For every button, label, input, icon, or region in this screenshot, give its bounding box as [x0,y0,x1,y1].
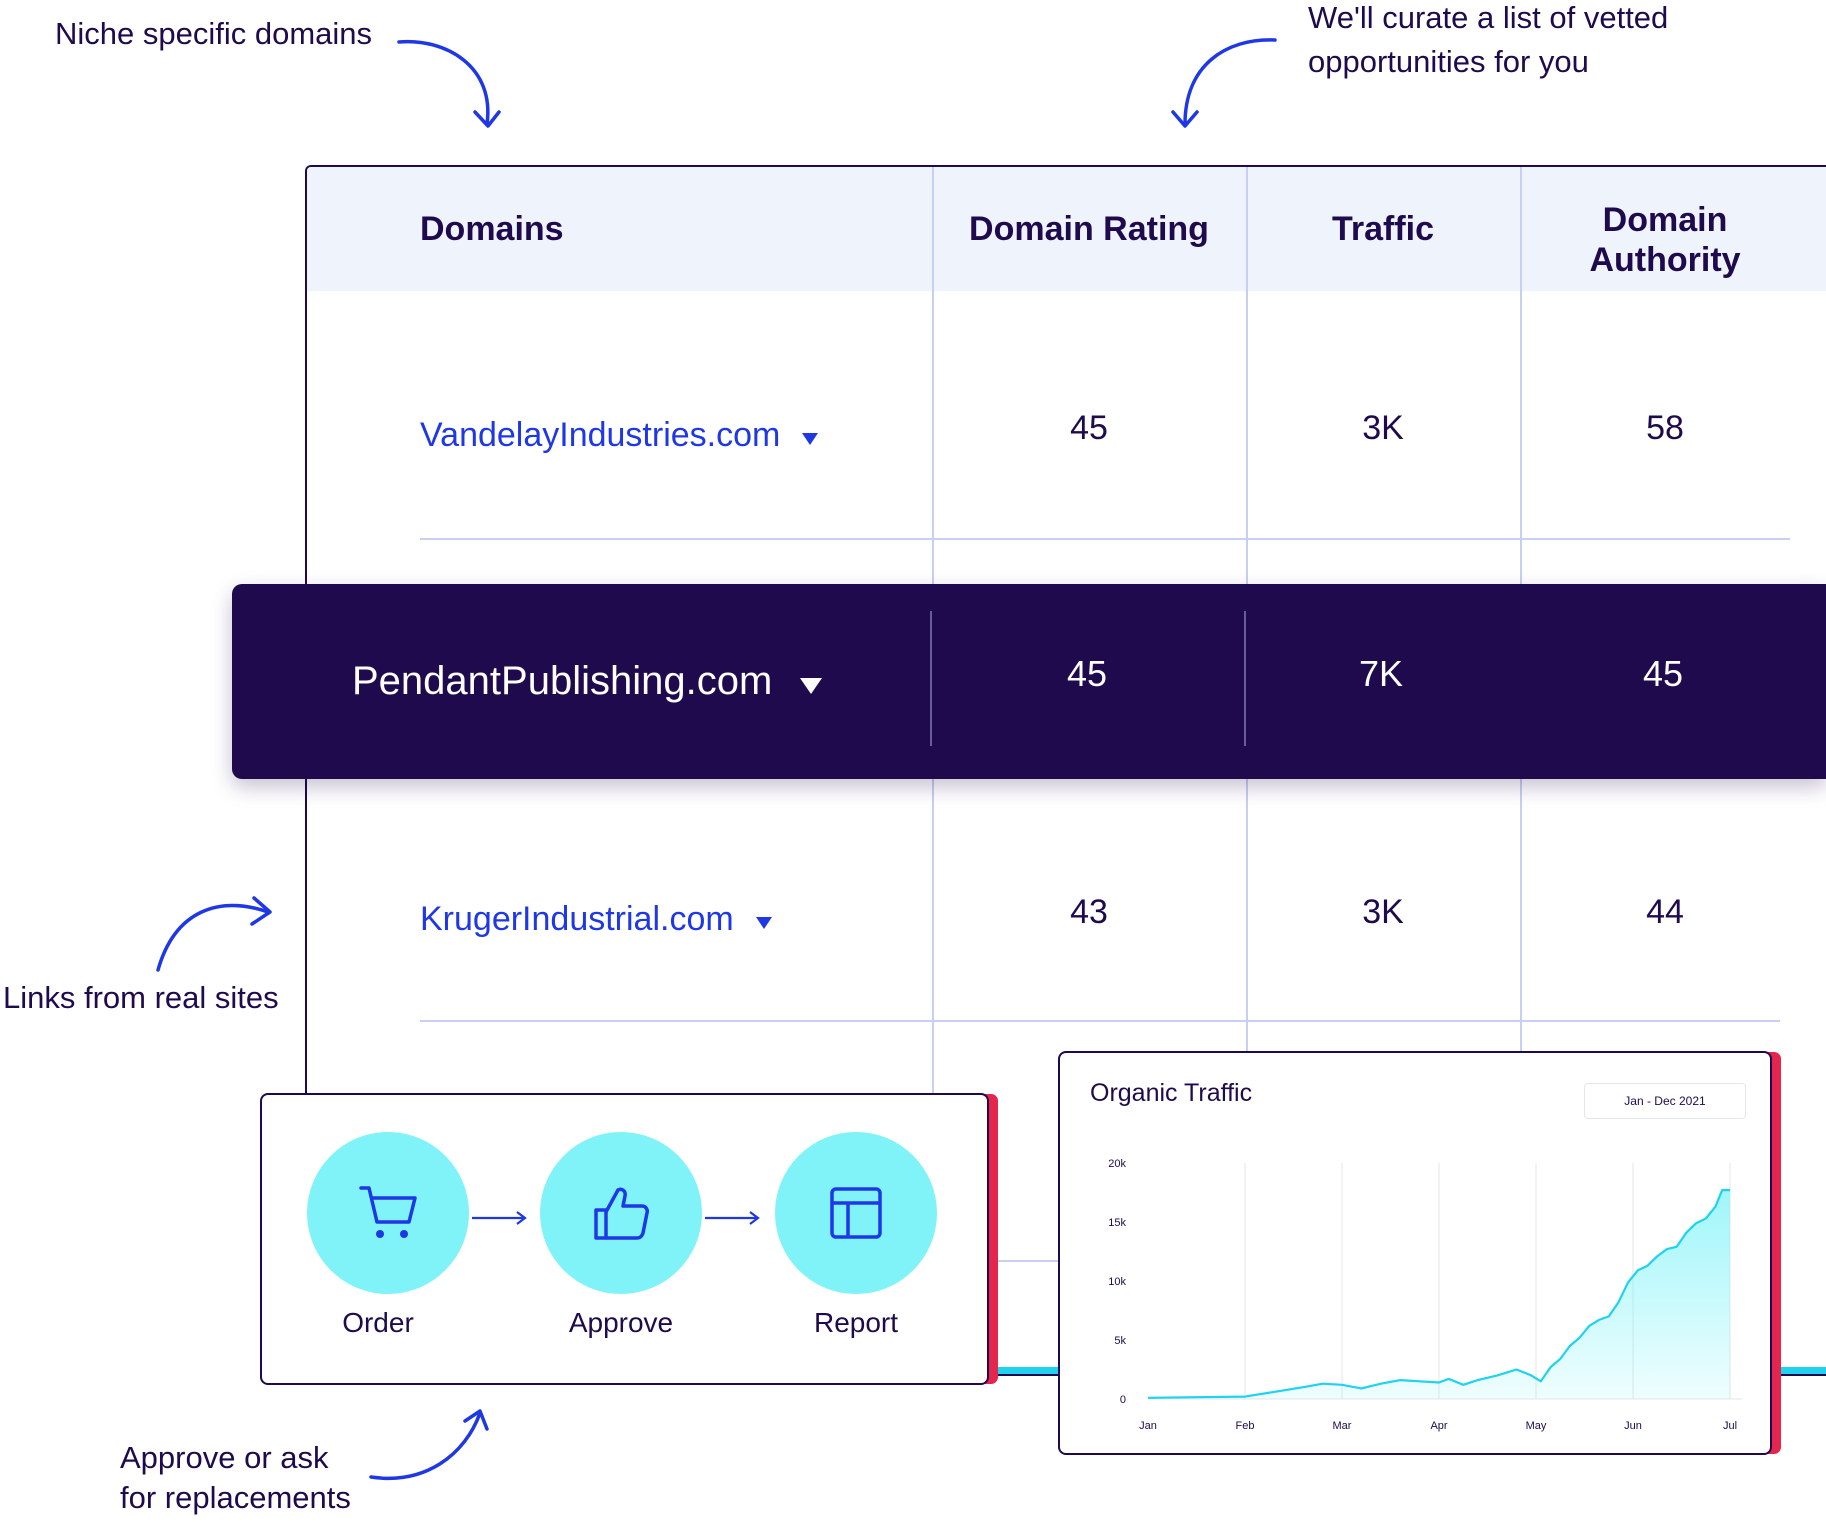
step-approve[interactable] [540,1132,702,1294]
cell-traffic: 7K [1358,652,1404,694]
x-tick-label: Jul [1723,1420,1737,1432]
chevron-down-icon[interactable] [802,433,819,445]
column-divider [1244,611,1246,746]
header-domain-authority-line1: Domain [1602,201,1728,239]
annotation-niche-domains: Niche specific domains [55,16,373,51]
arrow-right-icon [705,1211,760,1225]
cell-traffic: 3K [1362,409,1404,447]
row-divider [420,538,1790,540]
domain-link-row-3[interactable]: KrugerIndustrial.com [420,899,772,939]
annotation-approve-line1: Approve or ask [120,1440,329,1475]
chevron-down-icon[interactable] [755,917,772,929]
table-header [307,167,1826,291]
traffic-line [1147,1189,1730,1399]
curved-arrow-icon [369,1409,489,1480]
x-tick-label: Mar [1333,1420,1352,1432]
x-tick-label: Apr [1430,1420,1447,1432]
cart-icon [359,1186,417,1238]
step-report[interactable] [775,1132,937,1294]
organic-traffic-chart: Jan Feb Mar Apr May Jun Jul 0 5k 10k 15k 20k [1108,1158,1742,1432]
y-tick-label: 10k [1108,1276,1126,1288]
x-tick-label: Jan [1139,1420,1157,1432]
cell-domain-rating: 45 [1066,652,1108,694]
annotation-curate-line2: opportunities for you [1308,44,1589,79]
step-label-order: Order [342,1307,414,1338]
domain-name[interactable]: KrugerIndustrial.com [420,899,734,938]
row-divider [990,1260,1070,1262]
chevron-down-icon[interactable] [800,677,823,694]
traffic-area [1148,1190,1730,1399]
y-tick-label: 0 [1120,1394,1126,1406]
annotation-curate-line1: We'll curate a list of vetted [1308,0,1669,35]
row-divider [420,1020,1780,1022]
cell-domain-rating: 45 [1070,409,1108,447]
workflow-card: Order Approve Report [260,1093,989,1385]
x-tick-label: Feb [1236,1420,1255,1432]
organic-traffic-chart-card: Jan Feb Mar Apr May Jun Jul 0 5k 10k 15k 20k Organi… [1058,1051,1772,1455]
step-label-report: Report [813,1307,899,1338]
arrow-right-icon [472,1211,527,1225]
header-domain-authority-line2: Authority [1589,241,1741,279]
y-tick-label: 5k [1114,1335,1126,1347]
layout-icon [830,1187,882,1239]
cell-domain-rating: 43 [1070,893,1108,931]
y-tick-label: 20k [1108,1158,1126,1170]
header-traffic[interactable]: Traffic [1331,210,1435,248]
curved-arrow-icon [397,39,501,128]
y-tick-label: 15k [1108,1217,1126,1229]
curved-arrow-icon [156,896,272,972]
cell-domain-authority: 58 [1646,409,1684,447]
highlighted-domain[interactable]: PendantPublishing.com [352,584,823,779]
header-domain-authority[interactable]: Domain Authority [1520,167,1810,291]
x-tick-label: Jun [1624,1420,1642,1432]
domain-link-row-1[interactable]: VandelayIndustries.com [420,415,819,455]
date-range-selector[interactable]: Jan - Dec 2021 [1584,1083,1746,1119]
step-label-approve: Approve [568,1307,674,1338]
cell-traffic: 3K [1362,893,1404,931]
x-tick-label: May [1526,1420,1547,1432]
cell-domain-authority: 44 [1646,893,1684,931]
domain-name[interactable]: VandelayIndustries.com [420,415,781,454]
chart-title: Organic Traffic [1090,1079,1253,1107]
curved-arrow-icon [1171,38,1277,128]
cell-domain-authority: 45 [1642,652,1684,694]
table-row-highlighted[interactable]: PendantPublishing.com 45 7K 45 [232,584,1826,779]
domain-name[interactable]: PendantPublishing.com [352,659,773,703]
column-divider [930,611,932,746]
header-domains[interactable]: Domains [420,210,564,248]
annotation-approve-line2: for replacements [120,1480,351,1515]
step-order[interactable] [307,1132,469,1294]
header-domain-rating[interactable]: Domain Rating [969,210,1209,248]
thumbs-up-icon [594,1187,649,1240]
annotation-links-real-sites: Links from real sites [3,980,279,1015]
